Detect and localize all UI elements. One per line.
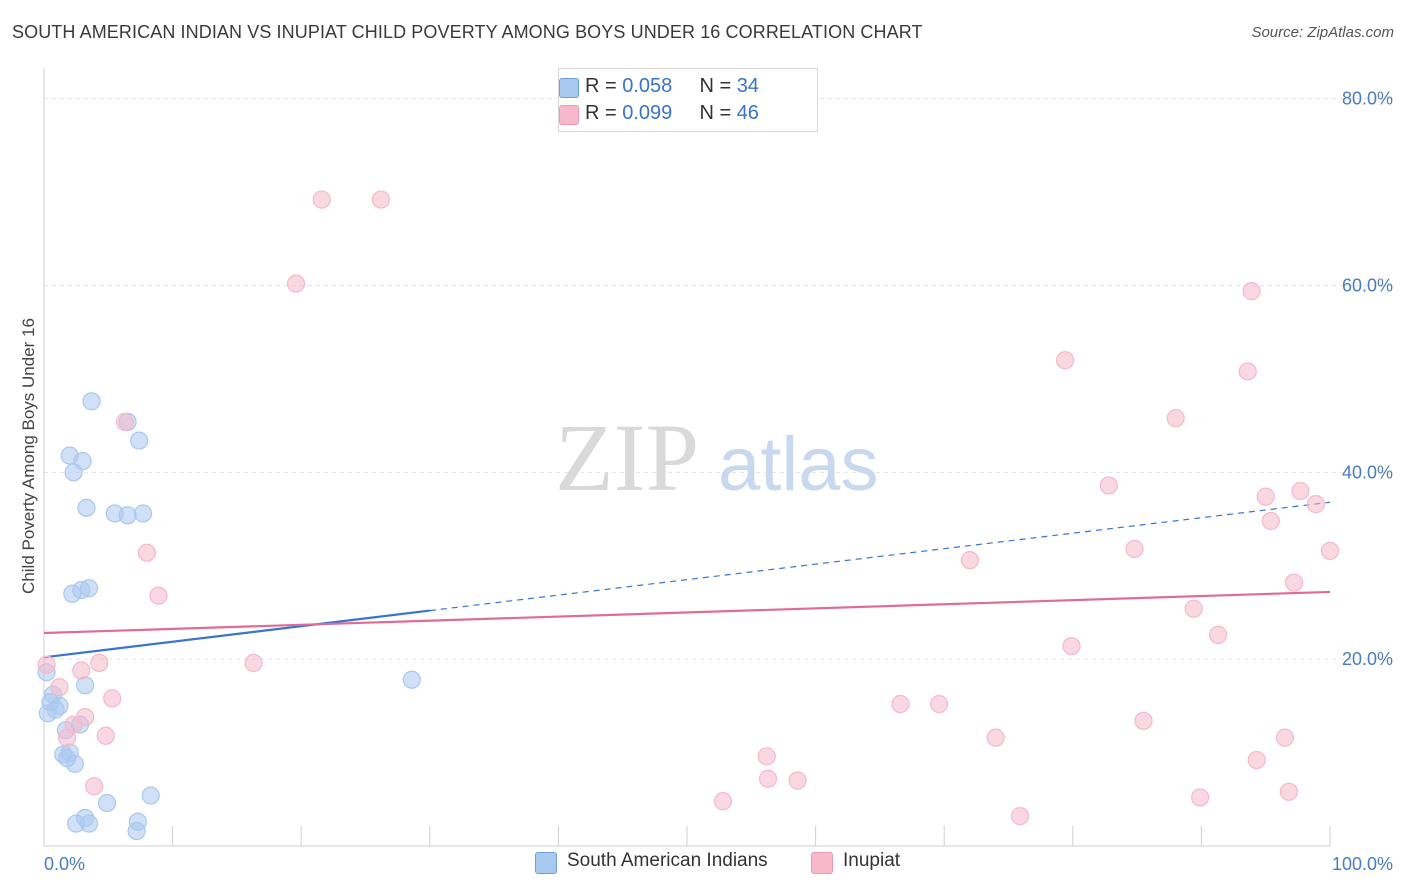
point-inupiat	[788, 771, 807, 790]
chart-title: SOUTH AMERICAN INDIAN VS INUPIAT CHILD P…	[12, 22, 923, 42]
trend-lines	[43, 501, 1331, 659]
point-inupiat	[1055, 351, 1075, 370]
point-inupiat	[1134, 711, 1153, 730]
point-inupiat	[149, 586, 168, 605]
point-inupiat	[244, 653, 263, 673]
bottom-legend-south-american: South American Indians	[535, 850, 768, 874]
point-inupiat	[1275, 728, 1295, 747]
point-inupiat	[312, 190, 331, 209]
point-south-american	[97, 793, 117, 813]
legend-r-label: R =	[585, 102, 623, 124]
bottom-legend-swatch-inupiat	[811, 852, 833, 874]
y-tick-label: 40.0%	[1342, 462, 1393, 482]
point-inupiat	[76, 707, 95, 727]
data-points	[37, 190, 1340, 841]
point-south-american	[77, 498, 96, 517]
legend: R = 0.058 N = 34 R = 0.099 N = 46	[558, 68, 818, 132]
trend-line-south-american-extension	[429, 501, 1331, 612]
legend-n-label: N =	[699, 102, 737, 124]
y-tick-label: 60.0%	[1342, 276, 1393, 296]
source-label: Source: ZipAtlas.com	[1251, 24, 1394, 41]
point-inupiat	[1062, 636, 1081, 656]
legend-n-value: 34	[736, 75, 759, 97]
point-inupiat	[115, 412, 135, 431]
point-inupiat	[1291, 481, 1310, 501]
point-inupiat	[960, 551, 980, 570]
point-south-american	[128, 812, 147, 831]
watermark-zip: ZIP	[555, 404, 699, 511]
point-south-american	[79, 814, 99, 833]
point-south-american	[118, 506, 137, 525]
point-south-american	[133, 504, 153, 523]
point-inupiat	[1279, 782, 1298, 801]
point-inupiat	[758, 769, 778, 788]
point-inupiat	[50, 678, 69, 697]
point-inupiat	[757, 747, 776, 766]
point-inupiat	[1166, 409, 1185, 428]
point-south-american	[73, 452, 92, 471]
point-inupiat	[929, 694, 949, 714]
point-inupiat	[713, 792, 733, 811]
point-inupiat	[90, 653, 109, 673]
point-inupiat	[1238, 362, 1257, 381]
legend-r-value: 0.058	[622, 75, 673, 97]
x-tick-label: 100.0%	[1332, 854, 1393, 874]
point-inupiat	[1242, 282, 1261, 301]
bottom-legend-label: Inupiat	[843, 850, 901, 871]
point-inupiat	[37, 655, 56, 674]
point-inupiat	[1184, 599, 1203, 618]
point-inupiat	[986, 728, 1005, 747]
legend-row-south-american: R = 0.058 N = 34	[559, 75, 759, 98]
point-inupiat	[1125, 539, 1144, 559]
bottom-legend-inupiat: Inupiat	[811, 850, 901, 874]
point-inupiat	[1320, 541, 1340, 560]
point-south-american	[76, 676, 95, 695]
gridlines	[44, 98, 1394, 660]
point-inupiat	[1191, 788, 1210, 807]
point-south-american	[130, 431, 149, 450]
point-inupiat	[1306, 495, 1325, 514]
bottom-legend-label: South American Indians	[567, 850, 768, 871]
point-south-american	[402, 670, 421, 689]
point-inupiat	[1261, 511, 1280, 531]
point-south-american	[79, 579, 99, 598]
legend-row-inupiat: R = 0.099 N = 46	[559, 102, 759, 125]
point-inupiat	[286, 274, 306, 293]
point-inupiat	[72, 661, 91, 680]
point-south-american	[141, 786, 160, 805]
y-tick-label: 20.0%	[1342, 649, 1393, 669]
trend-line-south-american	[43, 609, 430, 659]
point-inupiat	[1256, 487, 1275, 506]
legend-n-value: 46	[736, 102, 759, 124]
point-inupiat	[96, 726, 115, 745]
point-inupiat	[85, 777, 104, 796]
point-inupiat	[1284, 573, 1304, 592]
y-tick-label: 80.0%	[1342, 89, 1393, 109]
point-inupiat	[1010, 807, 1030, 826]
point-inupiat	[1209, 625, 1228, 644]
legend-r-value: 0.099	[622, 102, 673, 124]
point-south-american	[82, 392, 101, 411]
x-tick-label: 0.0%	[44, 854, 85, 874]
watermark: ZIP atlas	[555, 404, 879, 511]
tick-labels: 20.0% 40.0% 60.0% 80.0% 0.0% 100.0%	[44, 89, 1393, 874]
point-inupiat	[1099, 476, 1118, 495]
legend-swatch-inupiat	[559, 105, 579, 125]
trend-line-inupiat	[43, 590, 1331, 635]
legend-r-label: R =	[585, 75, 623, 97]
bottom-legend-swatch-south-american	[535, 852, 557, 874]
point-south-american	[65, 754, 84, 773]
point-inupiat	[891, 694, 910, 714]
legend-swatch-south-american	[559, 78, 579, 98]
point-inupiat	[371, 190, 391, 209]
y-axis-label: Child Poverty Among Boys Under 16	[19, 318, 38, 594]
point-inupiat	[1247, 750, 1266, 770]
point-south-american	[50, 696, 69, 715]
point-inupiat	[137, 543, 156, 562]
point-inupiat	[103, 689, 122, 708]
legend-n-label: N =	[699, 75, 737, 97]
watermark-atlas: atlas	[718, 422, 879, 507]
